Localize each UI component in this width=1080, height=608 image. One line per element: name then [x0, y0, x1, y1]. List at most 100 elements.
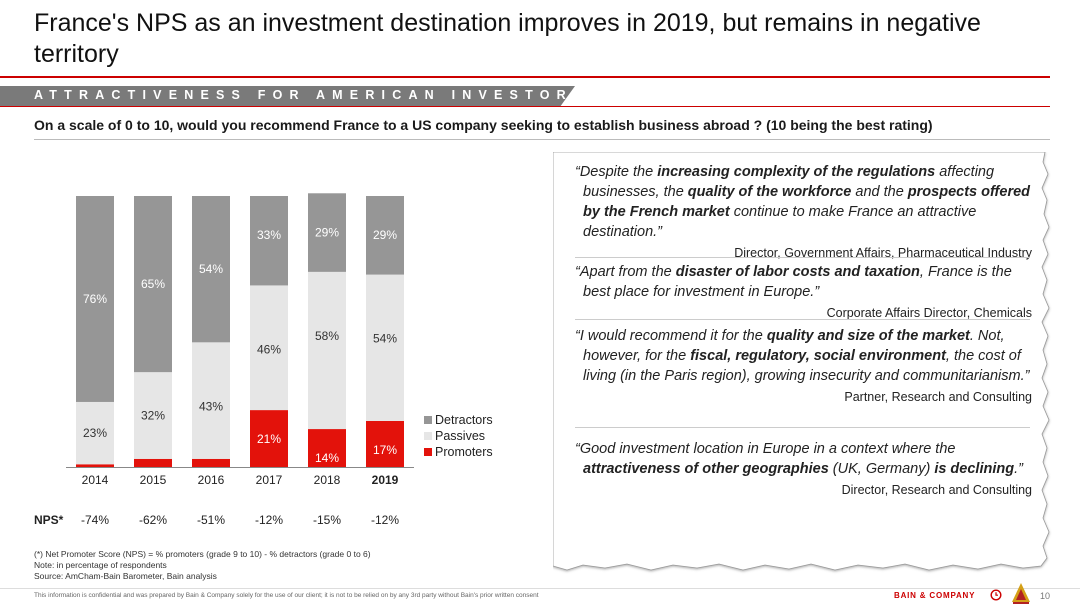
quote-segment: , France is the best place for investmen…: [583, 264, 1012, 300]
bar-segment-detractors: [192, 196, 230, 343]
quote-segment: continue to make France an attractive de…: [583, 204, 977, 240]
x-tick-label: 2014: [82, 473, 109, 487]
data-label: 29%: [373, 228, 397, 242]
bar-segment-passives: [134, 372, 172, 459]
quote-emphasis: increasing complexity of the regulations: [657, 164, 936, 180]
question-divider: [34, 139, 1050, 140]
torn-paper-background: [553, 152, 1050, 571]
bar-segment-promoters: [366, 420, 404, 467]
data-label: 65%: [141, 277, 165, 291]
nps-value: -15%: [313, 513, 341, 527]
footnotes: (*) Net Promoter Score (NPS) = % promote…: [34, 549, 371, 582]
data-label: 46%: [257, 342, 281, 356]
page-number: 10: [1040, 591, 1051, 601]
nps-stacked-bar-chart: 23% 76% 2014 -74% 32% 65% 2015 -62% 43% 54% 2016 -5…: [34, 193, 493, 527]
quote-block: “I would recommend it for the quality an…: [575, 326, 1035, 407]
percentage-note: Note: in percentage of respondents: [34, 560, 167, 570]
bar-segment-promoters: [250, 410, 288, 467]
data-label: 33%: [257, 228, 281, 242]
amcham-logo-icon: [1012, 583, 1030, 604]
bar-segment-passives: [250, 285, 288, 411]
bar-segment-passives: [192, 342, 230, 459]
quote-divider: [575, 319, 1030, 320]
nps-definition-note: (*) Net Promoter Score (NPS) = % promote…: [34, 549, 371, 559]
nps-row-label: NPS*: [34, 513, 64, 527]
nps-value: -51%: [197, 513, 225, 527]
data-label: 58%: [315, 329, 339, 343]
quote-segment: .”: [1014, 461, 1023, 477]
data-label: 76%: [83, 292, 107, 306]
bar-segment-promoters: [134, 458, 172, 467]
quote-text: “I would recommend it for the quality an…: [575, 326, 1035, 386]
legend-label: Detractors: [435, 413, 493, 427]
clock-icon: [990, 589, 1002, 601]
survey-question: On a scale of 0 to 10, would you recomme…: [34, 117, 933, 133]
quote-segment: “Good investment location in Europe in a…: [575, 441, 956, 457]
torn-paper-edge: [553, 152, 1050, 571]
data-label: 54%: [373, 332, 397, 346]
quote-emphasis: quality of the workforce: [687, 184, 852, 200]
quote-emphasis: quality and size of the market: [766, 328, 970, 344]
bar-segment-detractors: [250, 196, 288, 286]
bar-segment-passives: [308, 271, 346, 430]
brand-name: BAIN & COMPANY: [894, 591, 976, 600]
data-label: 29%: [315, 225, 339, 239]
section-banner-label: ATTRACTIVENESS FOR AMERICAN INVESTORS: [34, 88, 589, 102]
nps-value: -12%: [371, 513, 399, 527]
quote-attribution: Corporate Affairs Director, Chemicals: [826, 306, 1032, 320]
legend-swatch-promoters: [424, 448, 432, 456]
nps-value: -74%: [81, 513, 109, 527]
bar-segment-detractors: [76, 196, 114, 402]
nps-value: -12%: [255, 513, 283, 527]
x-tick-label: 2018: [314, 473, 341, 487]
legend-label: Promoters: [435, 445, 493, 459]
bar-segment-detractors: [366, 196, 404, 275]
quote-emphasis: fiscal, regulatory, social environment: [690, 348, 946, 364]
bar-segment-promoters: [192, 458, 230, 467]
x-tick-label: 2019: [372, 473, 399, 487]
quote-segment: “Apart from the: [575, 264, 676, 280]
legend-label: Passives: [435, 429, 485, 443]
quote-segment: “Despite the: [575, 164, 658, 180]
confidentiality-notice: This information is confidential and was…: [34, 592, 539, 599]
data-label: 43%: [199, 399, 223, 413]
quote-segment: affecting businesses, the: [583, 164, 995, 200]
section-banner: ATTRACTIVENESS FOR AMERICAN INVESTORS: [0, 86, 575, 106]
data-label: 32%: [141, 409, 165, 423]
quote-emphasis: disaster of labor costs and taxation: [675, 264, 920, 280]
data-label: 17%: [373, 443, 397, 457]
x-tick-label: 2015: [140, 473, 167, 487]
bar-segment-promoters: [308, 429, 346, 467]
quote-block: “Apart from the disaster of labor costs …: [575, 262, 1035, 323]
bar-segment-passives: [366, 274, 404, 421]
bar-segment-passives: [76, 401, 114, 465]
quote-segment: , the cost of living (in the Paris regio…: [583, 348, 1030, 384]
quote-block: “Good investment location in Europe in a…: [575, 439, 1035, 500]
bar-segment-promoters: [76, 464, 114, 467]
quote-emphasis: prospects offered by the French market: [583, 184, 1031, 220]
page-title: France's NPS as an investment destinatio…: [34, 9, 981, 68]
legend-swatch-passives: [424, 432, 432, 440]
quote-emphasis: is declining: [934, 461, 1015, 477]
quote-segment: . Not, however, for the: [583, 328, 1005, 364]
x-tick-label: 2017: [256, 473, 283, 487]
quote-attribution: Director, Government Affairs, Pharmaceut…: [734, 246, 1032, 260]
title-divider: [0, 76, 1050, 78]
data-label: 54%: [199, 262, 223, 276]
source-note: Source: AmCham-Bain Barometer, Bain anal…: [34, 571, 217, 581]
data-label: 14%: [315, 451, 339, 465]
section-divider: [0, 106, 1050, 107]
x-tick-label: 2016: [198, 473, 225, 487]
quote-block: “Despite the increasing complexity of th…: [575, 162, 1035, 263]
nps-value: -62%: [139, 513, 167, 527]
quote-emphasis: attractiveness of other geographies: [583, 461, 829, 477]
footer-divider: [0, 588, 1080, 589]
quote-divider: [575, 257, 1030, 258]
quote-text: “Good investment location in Europe in a…: [575, 439, 1035, 479]
bar-segment-detractors: [134, 196, 172, 373]
quote-text: “Despite the increasing complexity of th…: [575, 162, 1035, 242]
quote-divider: [575, 427, 1030, 428]
data-label: 21%: [257, 432, 281, 446]
bar-segment-detractors: [308, 193, 346, 272]
quote-segment: (UK, Germany): [828, 461, 935, 477]
